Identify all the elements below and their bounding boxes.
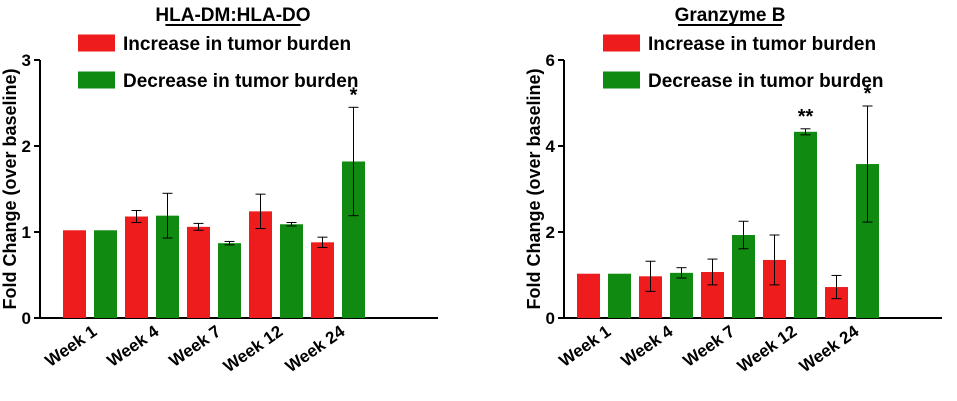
bar-increase	[577, 273, 600, 318]
x-tick-label: Week 1	[556, 322, 615, 371]
legend-swatch-decrease	[603, 71, 640, 89]
bar-increase	[763, 259, 786, 318]
bar-increase	[825, 287, 848, 318]
x-tick-label: Week 7	[680, 322, 739, 371]
y-axis-label: Fold Change (over baseline)	[524, 68, 544, 309]
legend-label: Increase in tumor burden	[648, 34, 876, 55]
bar-increase	[311, 242, 334, 318]
legend-swatch-decrease	[78, 71, 115, 89]
x-tick-label: Week 24	[796, 321, 863, 376]
y-tick-label: 0	[22, 309, 31, 328]
y-tick-label: 6	[546, 51, 555, 70]
chart-title: Granzyme B	[675, 5, 786, 26]
bar-increase	[701, 271, 724, 318]
y-tick-label: 2	[22, 137, 31, 156]
chart-panel-1: HLA-DM:HLA-DO Fold Change (over baseline)…	[0, 5, 438, 376]
significance-marker: *	[864, 83, 872, 105]
significance-marker: *	[350, 84, 358, 106]
bar-decrease	[156, 215, 179, 318]
legend-label: Decrease in tumor burden	[648, 71, 883, 92]
y-tick-label: 4	[546, 137, 556, 156]
bar-increase	[639, 276, 662, 318]
legend-swatch-increase	[603, 34, 640, 52]
chart-title: HLA-DM:HLA-DO	[155, 5, 310, 26]
bar-increase	[63, 230, 86, 318]
y-tick-label: 2	[546, 223, 555, 242]
x-tick-label: Week 1	[42, 322, 101, 371]
x-tick-label: Week 4	[104, 321, 163, 370]
y-tick-label: 1	[22, 223, 31, 242]
x-tick-label: Week 12	[220, 322, 286, 376]
chart-panel-2: Granzyme B Fold Change (over baseline)0 2 4…	[524, 5, 942, 376]
bar-increase	[125, 216, 148, 318]
x-tick-label: Week 24	[282, 321, 349, 376]
legend-swatch-increase	[78, 34, 115, 52]
bar-decrease	[94, 230, 117, 318]
y-tick-label: 3	[22, 51, 31, 70]
legend-label: Decrease in tumor burden	[123, 71, 358, 92]
bar-decrease	[794, 131, 817, 318]
y-tick-label: 0	[546, 309, 555, 328]
bar-decrease	[732, 235, 755, 318]
bar-increase	[249, 211, 272, 318]
bar-decrease	[342, 161, 365, 318]
significance-marker: **	[798, 106, 814, 128]
bar-decrease	[856, 164, 879, 318]
legend-label: Increase in tumor burden	[123, 34, 351, 55]
x-tick-label: Week 12	[734, 322, 800, 376]
bar-increase	[187, 226, 210, 318]
x-tick-label: Week 7	[166, 322, 225, 371]
y-axis-label: Fold Change (over baseline)	[0, 68, 20, 309]
bar-decrease	[608, 273, 631, 318]
bar-decrease	[218, 243, 241, 318]
bar-decrease	[280, 224, 303, 318]
bar-decrease	[670, 272, 693, 318]
x-tick-label: Week 4	[618, 321, 677, 370]
